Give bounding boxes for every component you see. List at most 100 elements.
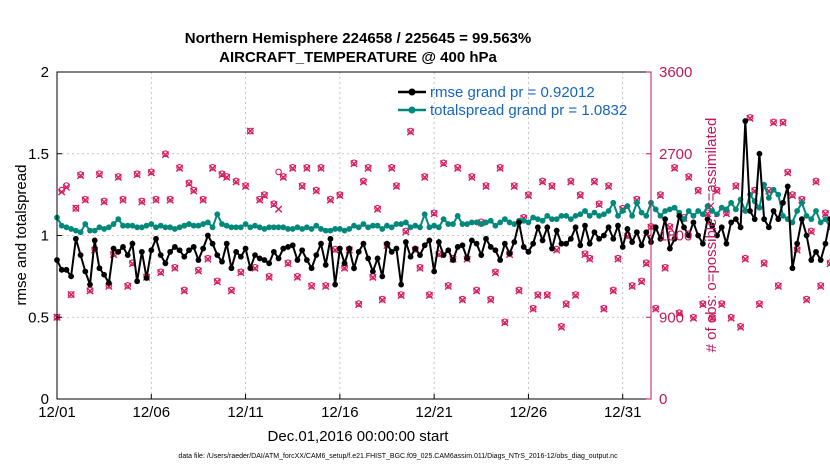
obs-assimilated-point — [397, 291, 405, 300]
totalspread-point — [600, 211, 607, 218]
rmse-point — [798, 216, 805, 223]
totalspread-point — [798, 199, 805, 206]
obs-possible-point — [803, 295, 810, 303]
totalspread-point — [497, 219, 504, 226]
totalspread-point — [732, 206, 739, 213]
totalspread-point — [586, 212, 593, 219]
obs-possible-point — [822, 209, 829, 217]
obs-possible-point — [204, 254, 212, 262]
rmse-point — [709, 222, 716, 229]
rmse-point — [431, 268, 438, 275]
y2-tick-label-2: 1800 — [659, 228, 692, 245]
obs-possible-point — [817, 282, 825, 289]
obs-assimilated-point — [246, 127, 254, 135]
obs-assimilated-point — [713, 187, 721, 195]
obs-assimilated-point — [821, 210, 830, 218]
obs-possible-point — [171, 263, 179, 271]
obs-assimilated-point — [303, 164, 311, 172]
totalspread-point — [115, 216, 122, 223]
obs-assimilated-point — [482, 182, 490, 191]
totalspread-point — [143, 222, 150, 229]
rmse-point — [341, 260, 348, 267]
rmse-point — [516, 219, 522, 226]
obs-possible-point — [576, 191, 584, 198]
rmse-point — [351, 265, 357, 272]
obs-possible-point — [595, 200, 603, 208]
totalspread-point — [270, 224, 277, 231]
y-tick-label-2: 1 — [41, 228, 49, 245]
obs-possible-point — [496, 164, 504, 171]
obs-possible-point — [454, 164, 462, 171]
obs-possible-point — [147, 168, 155, 176]
obs-possible-point — [397, 291, 405, 298]
obs-assimilated-point — [406, 128, 415, 136]
obs-assimilated-point — [100, 198, 108, 206]
rmse-point — [643, 229, 650, 236]
x-tick-label-5: 12/26 — [510, 404, 548, 421]
obs-assimilated-point — [430, 210, 438, 218]
obs-possible-point — [694, 186, 702, 194]
obs-possible-point — [374, 204, 381, 212]
obs-assimilated-point — [190, 187, 198, 195]
rmse-point — [120, 244, 126, 250]
totalspread-point — [412, 222, 419, 229]
totalspread-point — [813, 208, 819, 214]
obs-possible-point — [308, 282, 315, 289]
totalspread-point — [619, 208, 626, 214]
obs-assimilated-point — [817, 282, 825, 291]
totalspread-point — [629, 212, 636, 219]
obs-assimilated-point — [609, 287, 617, 295]
obs-possible-point — [652, 304, 660, 312]
obs-assimilated-point — [670, 164, 679, 172]
obs-assimilated-point — [458, 296, 467, 304]
totalspread-point — [695, 208, 702, 214]
rmse-point — [619, 244, 626, 250]
obs-possible-point — [525, 191, 532, 198]
obs-possible-point — [708, 313, 716, 321]
obs-assimilated-point — [336, 191, 344, 200]
totalspread-point — [223, 222, 230, 229]
obs-possible-point — [642, 259, 650, 267]
legend-rmse-marker — [408, 88, 416, 96]
rmse-point — [417, 252, 423, 259]
obs-assimilated-point — [468, 173, 476, 182]
totalspread-point — [704, 203, 711, 209]
rmse-point — [435, 239, 442, 245]
obs-possible-point — [605, 182, 612, 189]
rmse-point — [487, 244, 494, 250]
totalspread-point — [275, 224, 282, 231]
rmse-point — [813, 248, 819, 255]
obs-assimilated-point — [727, 314, 735, 322]
totalspread-point — [817, 219, 824, 226]
obs-assimilated-point — [124, 282, 132, 291]
rmse-point — [285, 244, 291, 250]
rmse-point — [313, 252, 320, 259]
obs-assimilated-point — [307, 282, 316, 291]
rmse-point — [346, 245, 353, 252]
rmse-point — [393, 245, 400, 252]
obs-possible-point — [657, 191, 664, 198]
obs-assimilated-point — [388, 164, 396, 172]
obs-assimilated-point — [185, 180, 193, 188]
rmse-point — [110, 245, 117, 252]
rmse-point — [332, 281, 339, 288]
obs-assimilated-point — [81, 196, 89, 204]
rmse-point — [600, 232, 607, 239]
obs-possible-point — [213, 277, 221, 285]
rmse-point — [775, 216, 782, 223]
obs-possible-point — [388, 164, 396, 171]
obs-possible-point — [176, 164, 183, 171]
rmse-point — [657, 235, 664, 242]
obs-assimilated-point — [114, 173, 122, 182]
totalspread-point — [728, 199, 735, 206]
totalspread-point — [596, 212, 603, 219]
obs-possible-point — [741, 254, 749, 262]
totalspread-point — [808, 216, 815, 223]
rmse-point — [412, 245, 419, 252]
obs-assimilated-point — [223, 173, 231, 182]
totalspread-point — [190, 222, 197, 229]
totalspread-point — [468, 219, 475, 226]
rmse-point — [765, 224, 772, 231]
totalspread-point — [742, 208, 749, 214]
rmse-point — [58, 266, 65, 273]
